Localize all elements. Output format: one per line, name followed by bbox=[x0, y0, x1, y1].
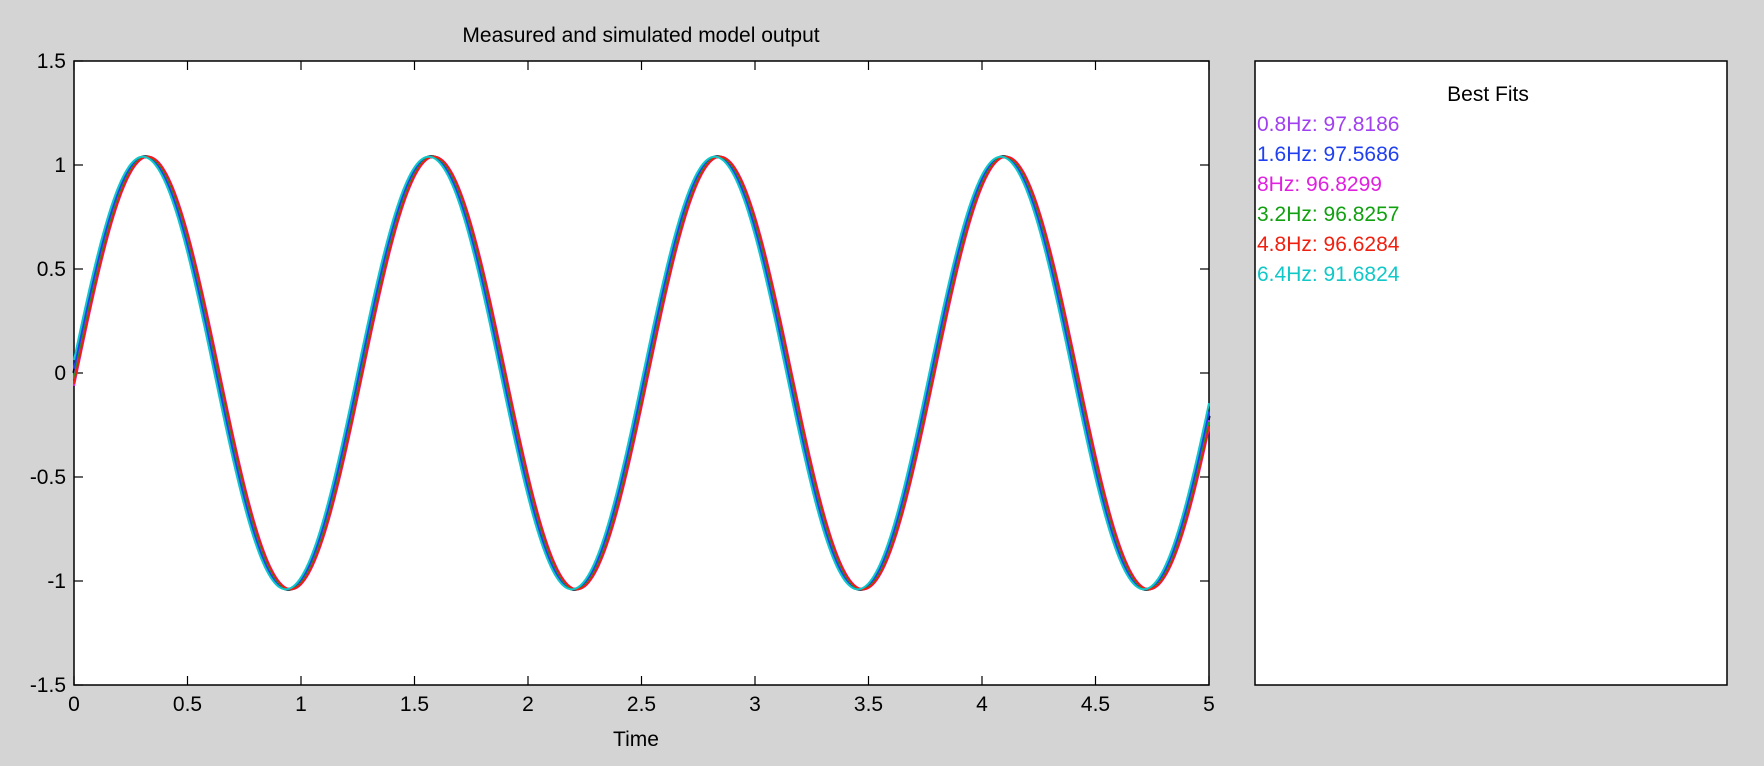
y-tick-label: 0 bbox=[54, 362, 66, 385]
chart-title: Measured and simulated model output bbox=[462, 24, 819, 47]
plot-lines bbox=[72, 155, 1211, 591]
axis-ticks bbox=[73, 60, 1210, 686]
best-fit-entry: 0.8Hz: 97.8186 bbox=[1257, 113, 1399, 136]
x-tick-label: 3 bbox=[749, 693, 761, 716]
best-fit-entry: 4.8Hz: 96.6284 bbox=[1257, 233, 1400, 256]
best-fit-entry: 8Hz: 96.8299 bbox=[1257, 173, 1382, 196]
y-tick-label: -0.5 bbox=[30, 466, 66, 489]
best-fits-list: 0.8Hz: 97.8186 1.6Hz: 97.5686 8Hz: 96.8299… bbox=[1257, 113, 1400, 286]
best-fit-entry: 3.2Hz: 96.8257 bbox=[1257, 203, 1399, 226]
y-tick-label: -1 bbox=[47, 570, 66, 593]
y-tick-label: -1.5 bbox=[30, 674, 66, 697]
x-tick-label: 4.5 bbox=[1081, 693, 1110, 716]
best-fit-entry: 6.4Hz: 91.6824 bbox=[1257, 263, 1400, 286]
y-tick-label: 1 bbox=[54, 154, 66, 177]
series-line-1-6hz bbox=[73, 155, 1210, 591]
best-fits-panel: Best Fits 0.8Hz: 97.8186 1.6Hz: 97.5686 8H… bbox=[1254, 60, 1728, 686]
x-tick-label: 2 bbox=[522, 693, 534, 716]
series-line-4-8hz bbox=[73, 155, 1210, 591]
x-tick-labels: 0 0.5 1 1.5 2 2.5 3 3.5 4 4.5 5 bbox=[68, 693, 1215, 716]
x-tick-label: 0.5 bbox=[173, 693, 202, 716]
y-tick-label: 1.5 bbox=[37, 50, 66, 73]
best-fit-entry: 1.6Hz: 97.5686 bbox=[1257, 143, 1399, 166]
series-line-6-4hz bbox=[73, 155, 1210, 591]
y-tick-labels: -1.5 -1 -0.5 0 0.5 1 1.5 bbox=[30, 50, 66, 697]
y-tick-label: 0.5 bbox=[37, 258, 66, 281]
plot-axes: 0 0.5 1 1.5 2 2.5 3 3.5 4 4.5 5 -1.5 -1 -0.5 0 0.5 1 1.5… bbox=[30, 24, 1215, 751]
x-axis-label: Time bbox=[613, 728, 659, 751]
x-tick-label: 4 bbox=[976, 693, 988, 716]
x-tick-label: 3.5 bbox=[854, 693, 883, 716]
x-tick-label: 2.5 bbox=[627, 693, 656, 716]
plot-area bbox=[73, 60, 1210, 686]
x-tick-label: 5 bbox=[1203, 693, 1215, 716]
best-fits-box bbox=[1254, 60, 1728, 686]
x-tick-label: 1.5 bbox=[400, 693, 429, 716]
best-fits-title: Best Fits bbox=[1447, 83, 1529, 106]
x-tick-label: 1 bbox=[295, 693, 307, 716]
x-tick-label: 0 bbox=[68, 693, 80, 716]
